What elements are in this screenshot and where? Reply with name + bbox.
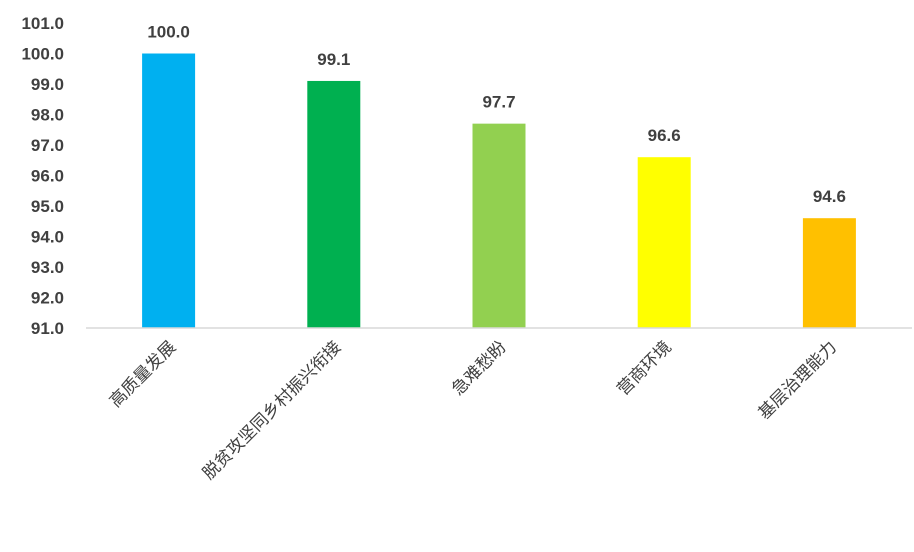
y-tick-label: 92.0 [31, 289, 64, 308]
bars [142, 53, 856, 329]
x-category-label: 脱贫攻坚同乡村振兴衔接 [199, 337, 345, 483]
data-label: 100.0 [147, 23, 190, 42]
bar [472, 123, 526, 329]
y-tick-label: 101.0 [21, 14, 64, 33]
y-tick-label: 93.0 [31, 258, 64, 277]
x-category-label: 高质量发展 [106, 337, 180, 411]
y-tick-label: 95.0 [31, 197, 64, 216]
y-tick-label: 96.0 [31, 167, 64, 186]
data-labels: 100.0 99.1 97.7 96.6 94.6 [147, 23, 846, 207]
bar [802, 218, 856, 328]
data-label: 97.7 [482, 93, 515, 112]
y-tick-label: 99.0 [31, 75, 64, 94]
bar [307, 80, 361, 328]
y-tick-label: 97.0 [31, 136, 64, 155]
data-label: 94.6 [813, 187, 846, 206]
y-tick-label: 91.0 [31, 319, 64, 338]
bar [637, 157, 691, 328]
data-label: 96.6 [648, 126, 681, 145]
y-tick-label: 98.0 [31, 106, 64, 125]
y-axis: 91.0 92.0 93.0 94.0 95.0 96.0 97.0 98.0 99.0 100.… [21, 14, 64, 338]
x-axis-categories: 高质量发展 脱贫攻坚同乡村振兴衔接 急难愁盼 营商环境 基层治理能力 [106, 337, 841, 483]
y-tick-label: 94.0 [31, 228, 64, 247]
x-category-label: 基层治理能力 [755, 337, 841, 423]
x-category-label: 急难愁盼 [448, 337, 510, 399]
x-category-label: 营商环境 [614, 337, 676, 399]
y-tick-label: 100.0 [21, 45, 64, 64]
data-label: 99.1 [317, 50, 350, 69]
bar [142, 53, 196, 328]
